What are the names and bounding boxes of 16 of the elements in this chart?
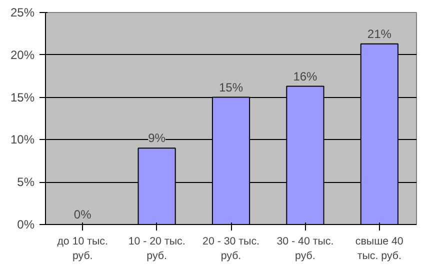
y-tick-label: 10%	[10, 132, 35, 147]
x-tick-label: 10 - 20 тыс. руб.	[128, 236, 186, 262]
data-label: 0%	[74, 208, 92, 222]
x-tick-label: до 10 тыс. руб.	[57, 236, 108, 262]
y-tick-label: 15%	[10, 90, 35, 104]
y-tick-label: 25%	[10, 6, 35, 20]
data-label: 21%	[367, 26, 392, 41]
x-tick-label: 30 - 40 тыс. руб.	[276, 236, 334, 262]
y-tick-label: 5%	[17, 175, 35, 190]
x-tick-label: свыше 40 тыс. руб.	[355, 236, 404, 262]
data-label: 15%	[218, 80, 244, 94]
data-label: 9%	[148, 131, 166, 146]
y-tick-label: 0%	[17, 218, 35, 232]
y-tick-label: 20%	[10, 48, 35, 62]
x-tick-label: 20 - 30 тыс. руб.	[202, 236, 260, 262]
data-label: 16%	[293, 69, 318, 84]
